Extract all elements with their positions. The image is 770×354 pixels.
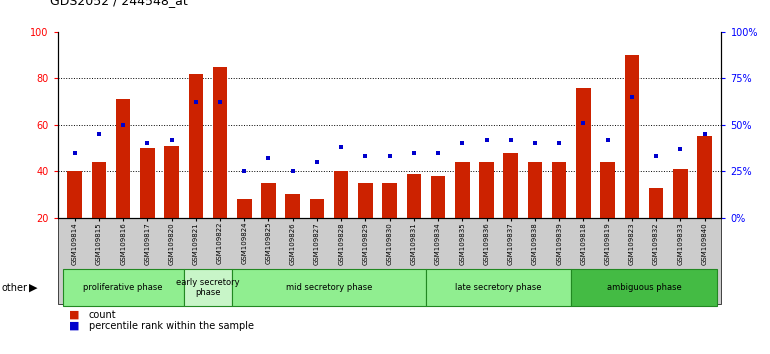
Bar — [649, 188, 663, 264]
Point — [335, 144, 347, 150]
Point — [383, 154, 396, 159]
Bar — [527, 162, 542, 264]
Bar — [237, 199, 252, 264]
Text: early secretory
phase: early secretory phase — [176, 278, 239, 297]
Text: ■: ■ — [69, 310, 80, 320]
Bar — [383, 183, 397, 264]
Bar — [698, 136, 711, 264]
Bar — [310, 199, 324, 264]
Bar — [116, 99, 130, 264]
Point — [601, 137, 614, 143]
Bar — [164, 146, 179, 264]
Bar — [140, 148, 155, 264]
Point — [650, 154, 662, 159]
Point — [311, 159, 323, 165]
Bar — [504, 153, 518, 264]
Point — [189, 100, 202, 105]
Point — [117, 122, 129, 128]
Point — [529, 141, 541, 146]
Bar — [430, 176, 445, 264]
Text: count: count — [89, 310, 116, 320]
Point — [141, 141, 153, 146]
Point — [286, 169, 299, 174]
Text: GDS2052 / 244548_at: GDS2052 / 244548_at — [50, 0, 188, 7]
Bar — [455, 162, 470, 264]
Text: ambiguous phase: ambiguous phase — [607, 283, 681, 292]
Text: late secretory phase: late secretory phase — [455, 283, 542, 292]
Point — [675, 146, 687, 152]
Bar — [92, 162, 106, 264]
Bar — [334, 171, 349, 264]
Point — [432, 150, 444, 155]
Bar — [601, 162, 615, 264]
Point — [407, 150, 420, 155]
Point — [263, 155, 275, 161]
Point — [214, 100, 226, 105]
Text: ▶: ▶ — [29, 282, 38, 293]
Point — [166, 137, 178, 143]
Point — [238, 169, 250, 174]
Point — [626, 94, 638, 100]
Text: other: other — [2, 282, 28, 293]
Bar — [358, 183, 373, 264]
Point — [504, 137, 517, 143]
Text: ■: ■ — [69, 321, 80, 331]
Bar — [479, 162, 494, 264]
Bar — [213, 67, 227, 264]
Bar — [407, 173, 421, 264]
Bar — [576, 88, 591, 264]
Bar — [68, 171, 82, 264]
Point — [480, 137, 493, 143]
Point — [360, 154, 372, 159]
Point — [92, 131, 105, 137]
Point — [69, 150, 81, 155]
Point — [698, 131, 711, 137]
Text: percentile rank within the sample: percentile rank within the sample — [89, 321, 253, 331]
Bar — [261, 183, 276, 264]
Text: proliferative phase: proliferative phase — [83, 283, 163, 292]
Bar — [286, 194, 300, 264]
Text: mid secretory phase: mid secretory phase — [286, 283, 372, 292]
Bar — [673, 169, 688, 264]
Point — [553, 141, 565, 146]
Bar — [552, 162, 567, 264]
Bar — [189, 74, 203, 264]
Bar — [624, 55, 639, 264]
Point — [456, 141, 468, 146]
Point — [578, 120, 590, 126]
